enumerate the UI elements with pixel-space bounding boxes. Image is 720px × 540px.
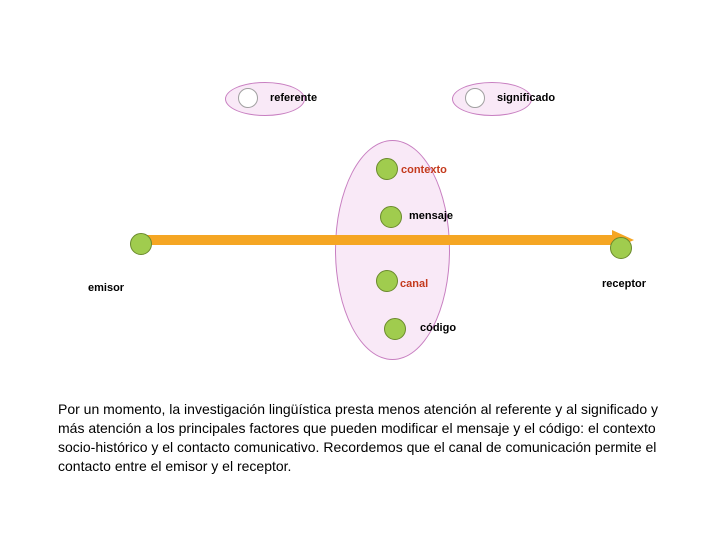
receptor-dot bbox=[610, 237, 632, 259]
label-receptor: receptor bbox=[602, 278, 646, 290]
label-mensaje: mensaje bbox=[409, 210, 453, 222]
oval-left-inner-dot bbox=[238, 88, 258, 108]
canal-dot bbox=[376, 270, 398, 292]
label-canal: canal bbox=[400, 278, 428, 290]
mensaje-dot bbox=[380, 206, 402, 228]
communication-diagram: referente significado contexto mensaje e… bbox=[0, 0, 720, 380]
contexto-dot bbox=[376, 158, 398, 180]
emisor-dot bbox=[130, 233, 152, 255]
label-referente: referente bbox=[270, 92, 317, 104]
oval-right-inner-dot bbox=[465, 88, 485, 108]
label-codigo: código bbox=[420, 322, 456, 334]
channel-arrow-line bbox=[140, 235, 614, 245]
codigo-dot bbox=[384, 318, 406, 340]
label-significado: significado bbox=[497, 92, 555, 104]
label-contexto: contexto bbox=[401, 164, 447, 176]
description-paragraph: Por un momento, la investigación lingüís… bbox=[58, 400, 658, 476]
label-emisor: emisor bbox=[88, 282, 124, 294]
